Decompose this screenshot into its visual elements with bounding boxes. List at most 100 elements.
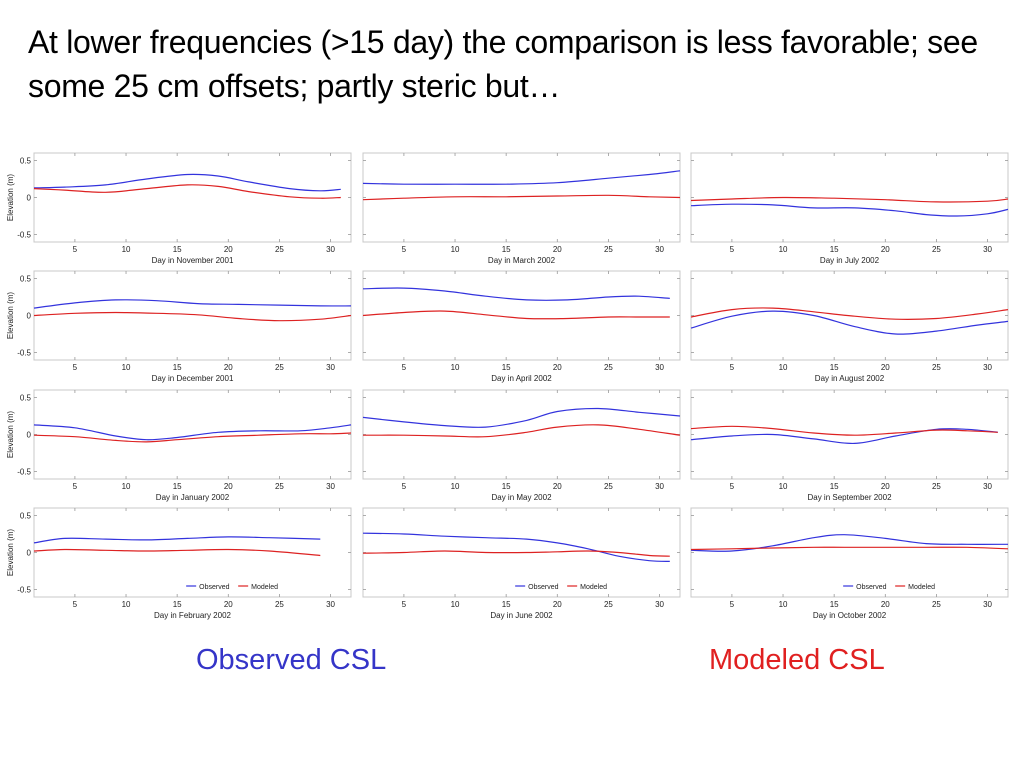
- x-tick-label: 5: [402, 482, 407, 491]
- plot-frame: [690, 152, 1009, 243]
- y-tick-label: -0.5: [17, 586, 31, 595]
- panel-5: 5 10 15 20 25 30 Day in April 2002: [362, 270, 681, 383]
- x-tick-label: 5: [730, 482, 735, 491]
- x-axis-label: Day in April 2002: [491, 374, 552, 383]
- y-tick-label: 0.5: [20, 511, 32, 520]
- plot-frame: [362, 389, 681, 480]
- series-line-modeled: [33, 184, 341, 199]
- y-tick-label: 0: [27, 194, 32, 203]
- x-axis-label: Day in February 2002: [154, 611, 231, 620]
- x-tick-label: 5: [402, 363, 407, 372]
- panel-6: 5 10 15 20 25 30 Day in August 2002: [690, 270, 1009, 383]
- x-tick-label: 15: [502, 363, 511, 372]
- y-tick-label: -0.5: [17, 349, 31, 358]
- series-line-observed: [690, 203, 1009, 217]
- x-tick-label: 20: [553, 363, 562, 372]
- legend-label-modeled: Modeled: [251, 584, 278, 591]
- x-tick-label: 25: [275, 363, 284, 372]
- x-axis-label: Day in October 2002: [813, 611, 887, 620]
- x-axis-label: Day in June 2002: [490, 611, 553, 620]
- x-axis-label: Day in January 2002: [156, 493, 230, 502]
- x-tick-label: 5: [730, 363, 735, 372]
- x-tick-label: 5: [730, 245, 735, 254]
- x-tick-label: 30: [655, 363, 664, 372]
- slide-title: At lower frequencies (>15 day) the compa…: [28, 24, 978, 104]
- series-line-observed: [33, 299, 352, 309]
- x-tick-label: 30: [655, 245, 664, 254]
- x-tick-label: 30: [655, 600, 664, 609]
- series-line-modeled: [33, 311, 352, 322]
- panel-8: 5 10 15 20 25 30 Day in May 2002: [362, 389, 681, 502]
- panel-2: 5 10 15 20 25 30 Day in March 2002: [362, 152, 681, 265]
- x-tick-label: 20: [224, 245, 233, 254]
- panel-3: 5 10 15 20 25 30 Day in July 2002: [690, 152, 1009, 265]
- panel-7: 5 10 15 20 25 30 0.5 0 -0.5 Day in January 2002 El…: [6, 389, 352, 502]
- series-line-observed: [362, 407, 681, 428]
- series-line-modeled: [690, 196, 1009, 203]
- panel-12: 5 10 15 20 25 30 Day in October 2002 Observed Mo…: [690, 507, 1009, 620]
- x-tick-label: 30: [326, 245, 335, 254]
- x-tick-label: 30: [983, 245, 992, 254]
- x-tick-label: 20: [224, 482, 233, 491]
- x-tick-label: 10: [451, 482, 460, 491]
- series-line-observed: [33, 536, 321, 544]
- x-tick-label: 25: [275, 482, 284, 491]
- x-tick-label: 25: [604, 245, 613, 254]
- x-tick-label: 20: [881, 600, 890, 609]
- x-tick-label: 20: [553, 600, 562, 609]
- plot-frame: [690, 389, 1009, 480]
- x-tick-label: 30: [655, 482, 664, 491]
- x-tick-label: 10: [122, 363, 131, 372]
- modeled-csl-label: Modeled CSL: [709, 644, 885, 676]
- series-line-modeled: [33, 548, 321, 557]
- series-line-modeled: [362, 424, 681, 438]
- panel-9: 5 10 15 20 25 30 Day in September 2002: [690, 389, 1009, 502]
- series-line-modeled: [362, 310, 670, 320]
- series-line-modeled: [33, 432, 352, 443]
- x-tick-label: 10: [451, 600, 460, 609]
- x-tick-label: 5: [73, 363, 78, 372]
- panel-10: 5 10 15 20 25 30 0.5 0 -0.5 Day in February 2002 E…: [6, 507, 352, 620]
- legend-label-observed: Observed: [528, 584, 558, 591]
- x-tick-label: 20: [881, 245, 890, 254]
- y-tick-label: 0.5: [20, 393, 32, 402]
- y-axis-label: Elevation (m): [6, 174, 15, 221]
- y-tick-label: 0.5: [20, 156, 32, 165]
- x-tick-label: 25: [932, 600, 941, 609]
- x-tick-label: 15: [830, 245, 839, 254]
- x-tick-label: 5: [730, 600, 735, 609]
- y-tick-label: 0: [27, 312, 32, 321]
- x-tick-label: 20: [224, 600, 233, 609]
- observed-csl-label: Observed CSL: [196, 644, 387, 676]
- x-tick-label: 15: [173, 600, 182, 609]
- x-tick-label: 25: [604, 363, 613, 372]
- x-tick-label: 10: [451, 363, 460, 372]
- x-tick-label: 15: [502, 482, 511, 491]
- series-line-observed: [362, 532, 670, 562]
- y-axis-label: Elevation (m): [6, 292, 15, 339]
- x-tick-label: 5: [73, 482, 78, 491]
- x-tick-label: 30: [983, 482, 992, 491]
- plot-frame: [33, 270, 352, 361]
- x-tick-label: 20: [553, 245, 562, 254]
- plot-frame: [33, 507, 352, 598]
- x-tick-label: 15: [830, 482, 839, 491]
- series-line-observed: [33, 173, 341, 192]
- y-tick-label: -0.5: [17, 468, 31, 477]
- x-tick-label: 30: [983, 600, 992, 609]
- panel-4: 5 10 15 20 25 30 0.5 0 -0.5 Day in December 2001 E…: [6, 270, 352, 383]
- x-tick-label: 20: [224, 363, 233, 372]
- x-tick-label: 20: [881, 363, 890, 372]
- x-tick-label: 20: [553, 482, 562, 491]
- x-tick-label: 25: [932, 482, 941, 491]
- series-line-modeled: [690, 425, 998, 436]
- x-tick-label: 10: [779, 482, 788, 491]
- x-tick-label: 5: [402, 600, 407, 609]
- x-tick-label: 25: [604, 482, 613, 491]
- x-axis-label: Day in July 2002: [820, 256, 880, 265]
- series-line-observed: [690, 534, 1009, 552]
- x-tick-label: 25: [275, 245, 284, 254]
- legend-label-modeled: Modeled: [580, 584, 607, 591]
- x-axis-label: Day in March 2002: [488, 256, 556, 265]
